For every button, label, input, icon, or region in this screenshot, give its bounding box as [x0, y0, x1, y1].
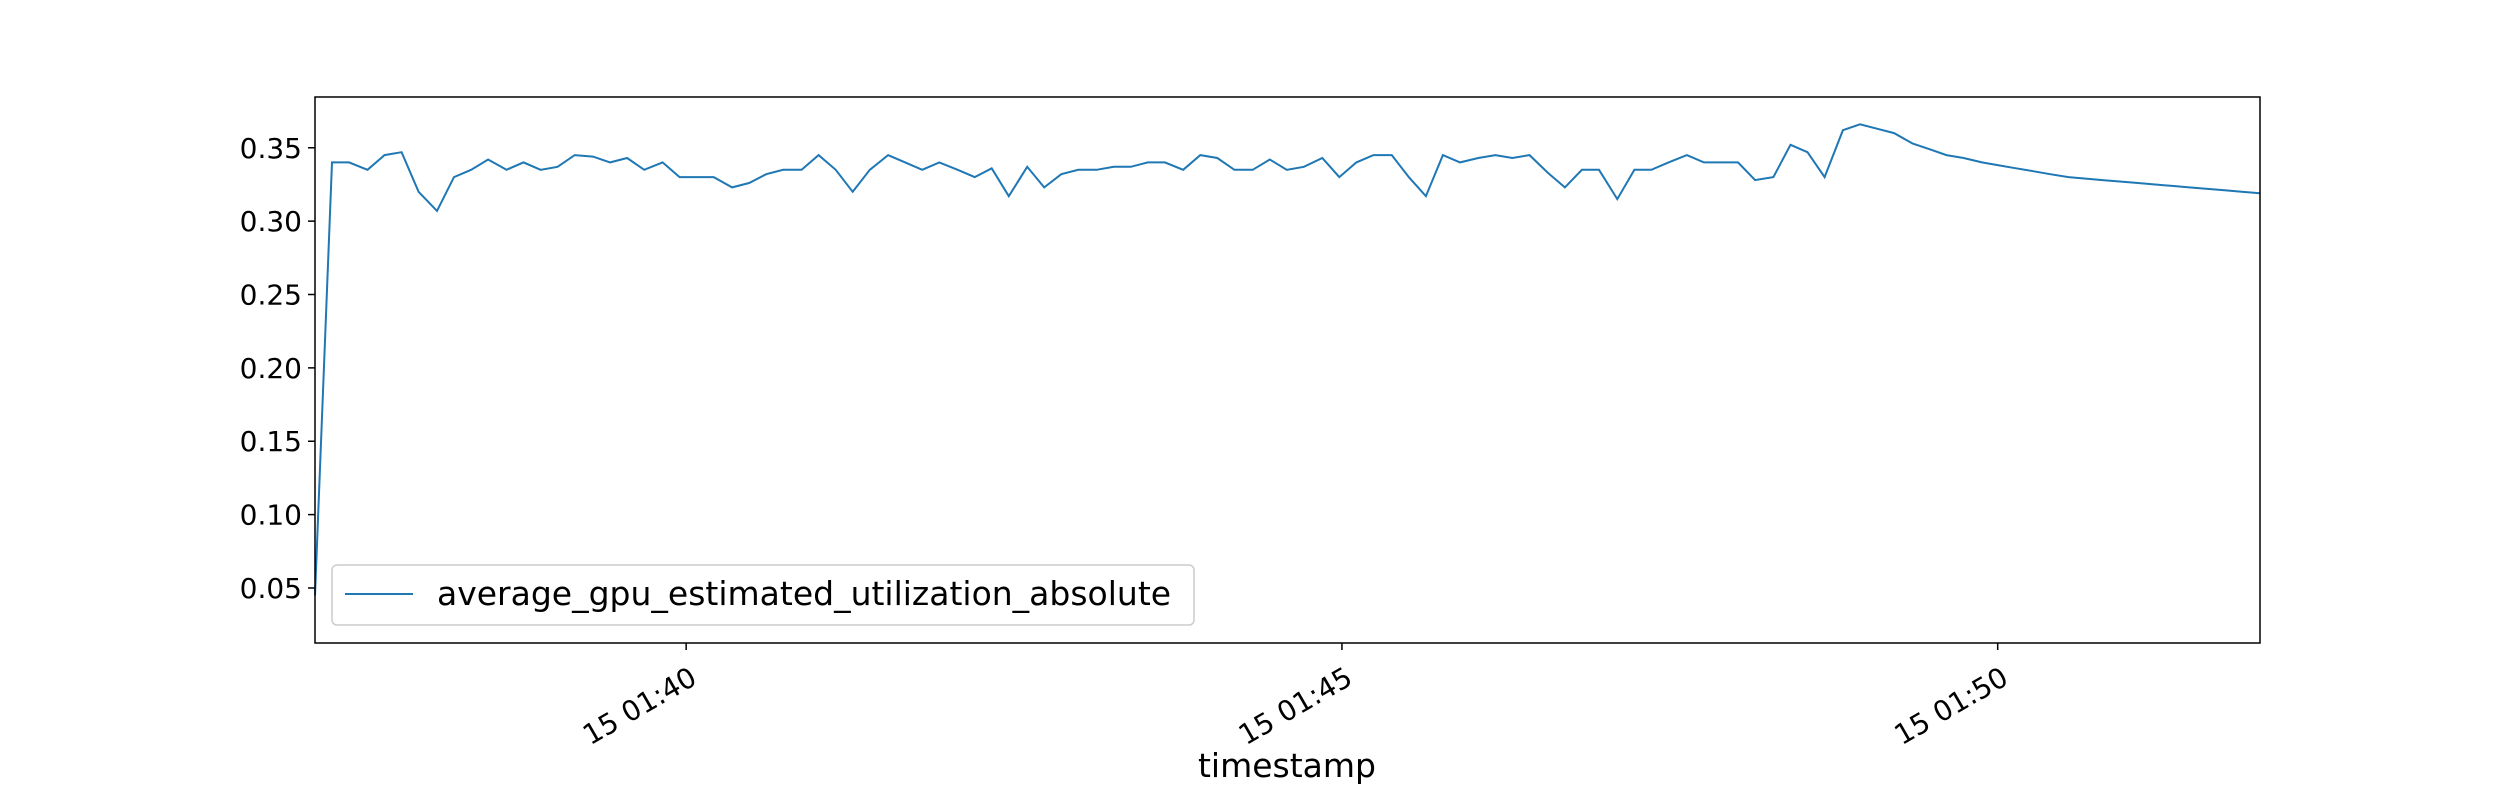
legend-box [331, 564, 1195, 626]
legend: average_gpu_estimated_utilization_absolu… [331, 564, 1195, 626]
y-tick-label: 0.05 [240, 572, 302, 605]
series-line [314, 123, 2261, 596]
plot-frame [314, 96, 2261, 644]
y-tick-label: 0.10 [240, 499, 302, 532]
y-tick-label: 0.15 [240, 425, 302, 458]
x-axis-title: timestamp [1198, 746, 1376, 785]
x-tick-label: 15 01:45 [1233, 660, 1358, 751]
y-tick-label: 0.35 [240, 132, 302, 165]
x-axis: 15 01:40 15 01:45 15 01:50 [577, 643, 2014, 752]
x-tick-label: 15 01:40 [577, 660, 702, 751]
y-tick-label: 0.30 [240, 205, 302, 238]
legend-label: average_gpu_estimated_utilization_absolu… [437, 574, 1171, 613]
y-tick-label: 0.20 [240, 352, 302, 385]
y-tick-label: 0.25 [240, 279, 302, 312]
plot-background [315, 97, 2260, 643]
y-axis: 0.05 0.10 0.15 0.20 0.25 0.30 0.35 [240, 132, 315, 605]
x-tick-label: 15 01:50 [1889, 660, 2014, 751]
